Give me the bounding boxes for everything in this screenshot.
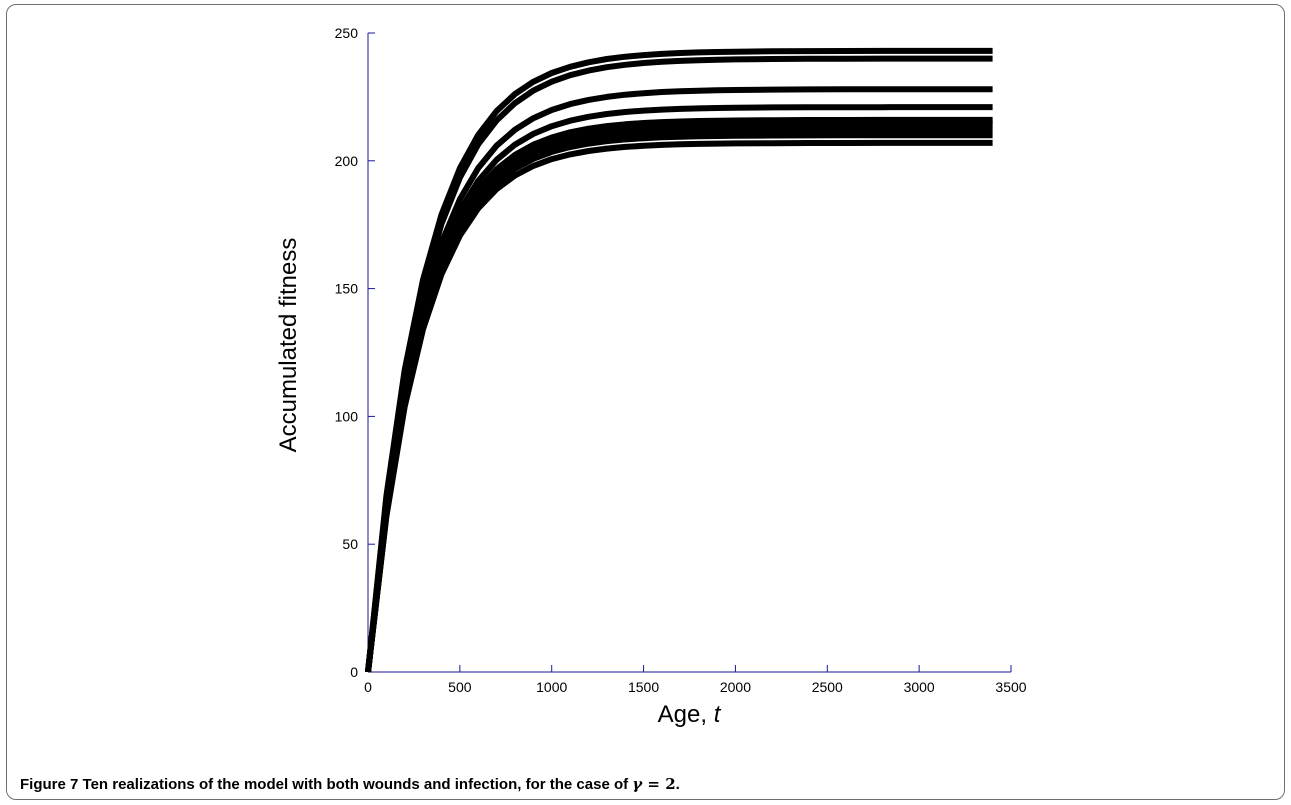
caption-math-variable: γ [632, 775, 643, 793]
ticks: 0 500 1000 1500 2000 2500 3000 3500 0 50 100 150 200… [335, 25, 1027, 695]
y-tick-label-0: 0 [350, 664, 358, 680]
x-tick-label-4: 2000 [720, 679, 751, 695]
x-axis-label: Age, t [658, 701, 722, 728]
caption-text: Ten realizations of the model with both … [78, 776, 633, 793]
y-axis-label: Accumulated fitness [275, 238, 302, 453]
y-tick-label-3: 150 [335, 281, 359, 297]
series-line-0 [365, 47, 993, 673]
y-tick-label-5: 250 [335, 25, 359, 41]
y-tick-label-1: 50 [342, 536, 358, 552]
caption-math-rest: = 2 [642, 775, 676, 793]
y-tick-label-2: 100 [335, 408, 359, 424]
series-line-9 [365, 139, 993, 673]
axes [367, 33, 1011, 673]
caption-math: γ = 2 [632, 775, 675, 793]
x-tick-label-3: 1500 [628, 679, 659, 695]
x-axis-label-text: Age, [658, 701, 714, 728]
x-tick-label-1: 500 [448, 679, 472, 695]
y-tick-label-4: 200 [335, 153, 359, 169]
series-line-1 [365, 55, 993, 673]
x-tick-label-0: 0 [364, 679, 372, 695]
series-lines [365, 47, 993, 673]
series-line-2 [365, 86, 993, 673]
x-tick-label-5: 2500 [812, 679, 843, 695]
x-axis-label-variable: t [714, 701, 722, 728]
caption-end: . [675, 776, 680, 793]
caption-label: Figure 7 [20, 776, 79, 793]
x-tick-label-2: 1000 [536, 679, 567, 695]
x-tick-label-6: 3000 [904, 679, 935, 695]
x-tick-label-7: 3500 [995, 679, 1026, 695]
figure-caption: Figure 7 Ten realizations of the model w… [20, 775, 680, 793]
